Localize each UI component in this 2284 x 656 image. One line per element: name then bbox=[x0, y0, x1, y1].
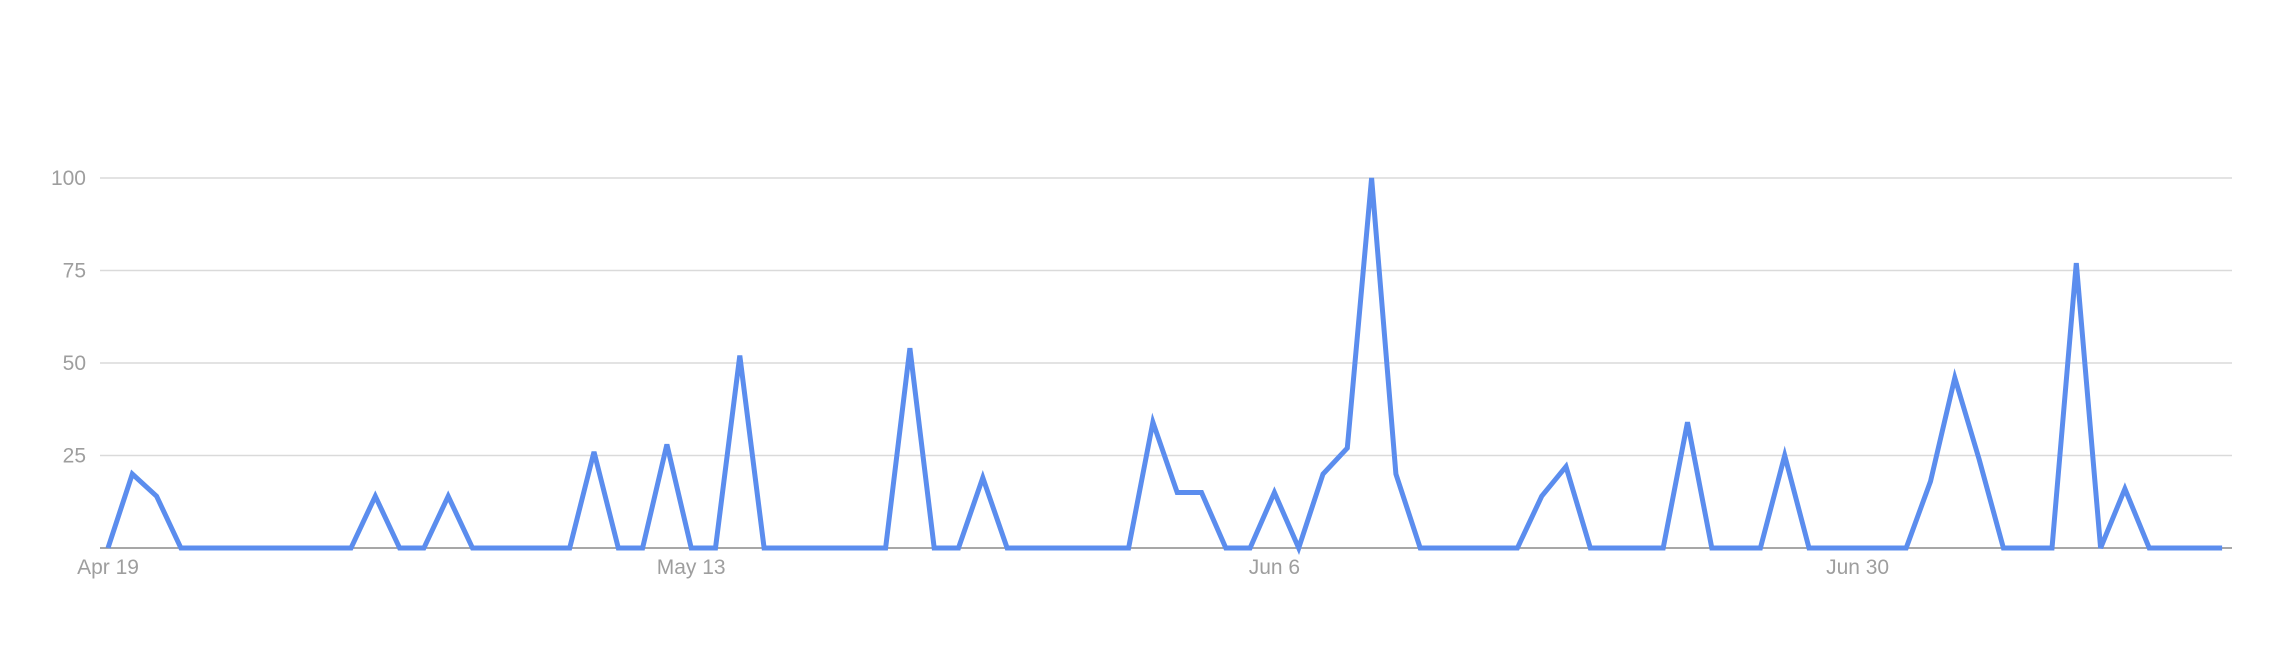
y-tick-label: 50 bbox=[63, 352, 86, 375]
x-tick-label: Jun 30 bbox=[1826, 556, 1889, 579]
gridlines bbox=[100, 177, 2232, 457]
x-tick-label: Apr 19 bbox=[77, 556, 139, 579]
series-lines bbox=[105, 177, 2223, 555]
series-line-0 bbox=[105, 177, 2223, 555]
y-tick-label: 75 bbox=[63, 260, 86, 283]
x-axis-tick-labels: Apr 19 May 13 Jun 6 Jun 30 bbox=[77, 556, 1889, 579]
y-tick-label: 25 bbox=[63, 445, 86, 468]
y-axis-tick-labels: 25 50 75 100 bbox=[51, 167, 86, 468]
y-tick-label: 100 bbox=[51, 167, 86, 190]
x-tick-label: Jun 6 bbox=[1249, 556, 1300, 579]
x-tick-label: May 13 bbox=[657, 556, 726, 579]
